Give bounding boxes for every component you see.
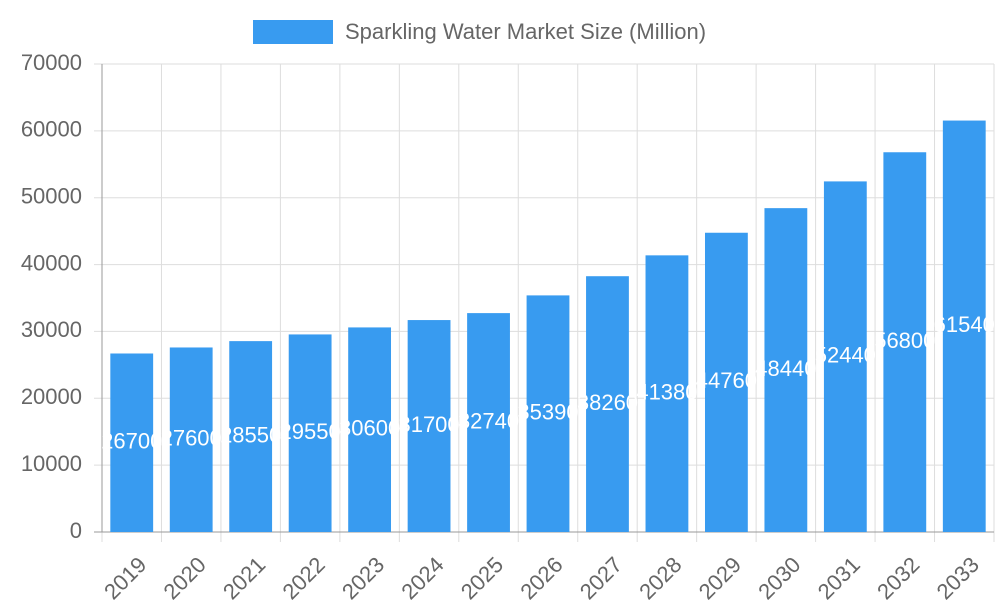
x-tick-label: 2021 xyxy=(218,552,270,600)
x-tick-label: 2020 xyxy=(159,552,211,600)
value-label: 28550 xyxy=(220,422,281,447)
bar xyxy=(288,334,332,532)
bar xyxy=(645,255,689,532)
value-label: 30600 xyxy=(339,416,400,441)
y-tick-label: 30000 xyxy=(21,317,82,342)
bar xyxy=(823,181,867,533)
y-tick-label: 0 xyxy=(70,518,82,543)
bar xyxy=(229,341,273,532)
value-label: 38260 xyxy=(577,390,638,415)
x-tick-label: 2029 xyxy=(694,552,746,600)
x-tick-label: 2031 xyxy=(813,552,865,600)
legend-swatch[interactable] xyxy=(253,20,333,44)
y-tick-label: 70000 xyxy=(21,50,82,75)
bar xyxy=(942,120,986,532)
x-tick-label: 2022 xyxy=(277,552,329,600)
bar xyxy=(467,313,510,532)
y-tick-label: 50000 xyxy=(21,184,82,209)
value-label: 31700 xyxy=(398,412,459,437)
x-tick-label: 2024 xyxy=(396,552,448,600)
x-tick-label: 2023 xyxy=(337,552,389,600)
x-tick-label: 2028 xyxy=(634,552,686,600)
value-label: 61540 xyxy=(934,312,995,337)
bar xyxy=(348,327,392,532)
value-label: 35390 xyxy=(517,400,578,425)
bar xyxy=(764,208,808,533)
bar xyxy=(526,295,570,532)
bar xyxy=(586,276,629,532)
value-label: 29550 xyxy=(280,419,341,444)
legend-label[interactable]: Sparkling Water Market Size (Million) xyxy=(345,19,706,44)
x-tick-label: 2025 xyxy=(456,552,508,600)
value-label: 56800 xyxy=(874,328,935,353)
y-tick-label: 20000 xyxy=(21,384,82,409)
value-label: 44760 xyxy=(696,368,757,393)
x-tick-label: 2019 xyxy=(99,552,151,600)
y-tick-label: 40000 xyxy=(21,250,82,275)
bar xyxy=(169,347,213,532)
value-label: 26700 xyxy=(101,429,162,454)
x-tick-label: 2032 xyxy=(872,552,924,600)
value-label: 52440 xyxy=(815,343,876,368)
bar xyxy=(883,152,927,532)
value-label: 27600 xyxy=(161,426,222,451)
bar xyxy=(110,353,154,532)
x-tick-label: 2033 xyxy=(932,552,984,600)
bar xyxy=(704,232,748,532)
x-tick-label: 2026 xyxy=(515,552,567,600)
value-label: 32740 xyxy=(458,408,519,433)
x-tick-label: 2027 xyxy=(575,552,627,600)
bar xyxy=(407,320,451,532)
y-tick-label: 60000 xyxy=(21,117,82,142)
value-label: 41380 xyxy=(636,379,697,404)
x-tick-label: 2030 xyxy=(753,552,805,600)
value-label: 48440 xyxy=(755,356,816,381)
y-tick-label: 10000 xyxy=(21,451,82,476)
